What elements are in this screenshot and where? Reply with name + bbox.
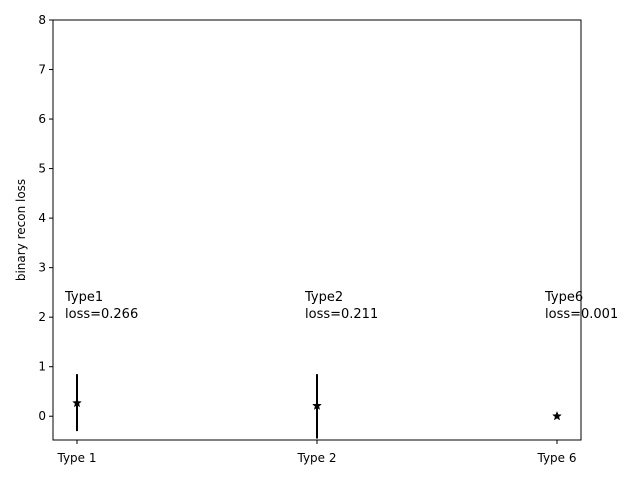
y-tick-label-7: 7 <box>38 63 46 77</box>
annotation-loss-0: loss=0.266 <box>65 307 138 322</box>
x-tick-label-1: Type 2 <box>296 451 336 465</box>
data-point-0 <box>72 397 82 408</box>
annotation-type-1: Type2 <box>304 290 343 305</box>
data-point-2 <box>552 410 562 421</box>
y-tick-label-2: 2 <box>38 310 46 324</box>
annotation-type-2: Type6 <box>544 290 583 305</box>
y-tick-label-8: 8 <box>38 13 46 27</box>
x-tick-label-0: Type 1 <box>56 451 96 465</box>
data-point-1 <box>312 400 322 410</box>
y-tick-label-0: 0 <box>38 409 46 423</box>
y-axis-label: binary recon loss <box>14 179 28 281</box>
y-tick-label-3: 3 <box>38 261 46 275</box>
x-tick-label-2: Type 6 <box>536 451 576 465</box>
y-tick-label-1: 1 <box>38 360 46 374</box>
annotation-loss-1: loss=0.211 <box>305 307 378 322</box>
y-tick-label-6: 6 <box>38 112 46 126</box>
y-tick-label-4: 4 <box>38 211 46 225</box>
plot-frame <box>52 19 582 441</box>
annotation-loss-2: loss=0.001 <box>545 307 618 322</box>
y-tick-label-5: 5 <box>38 162 46 176</box>
annotation-type-0: Type1 <box>64 290 103 305</box>
